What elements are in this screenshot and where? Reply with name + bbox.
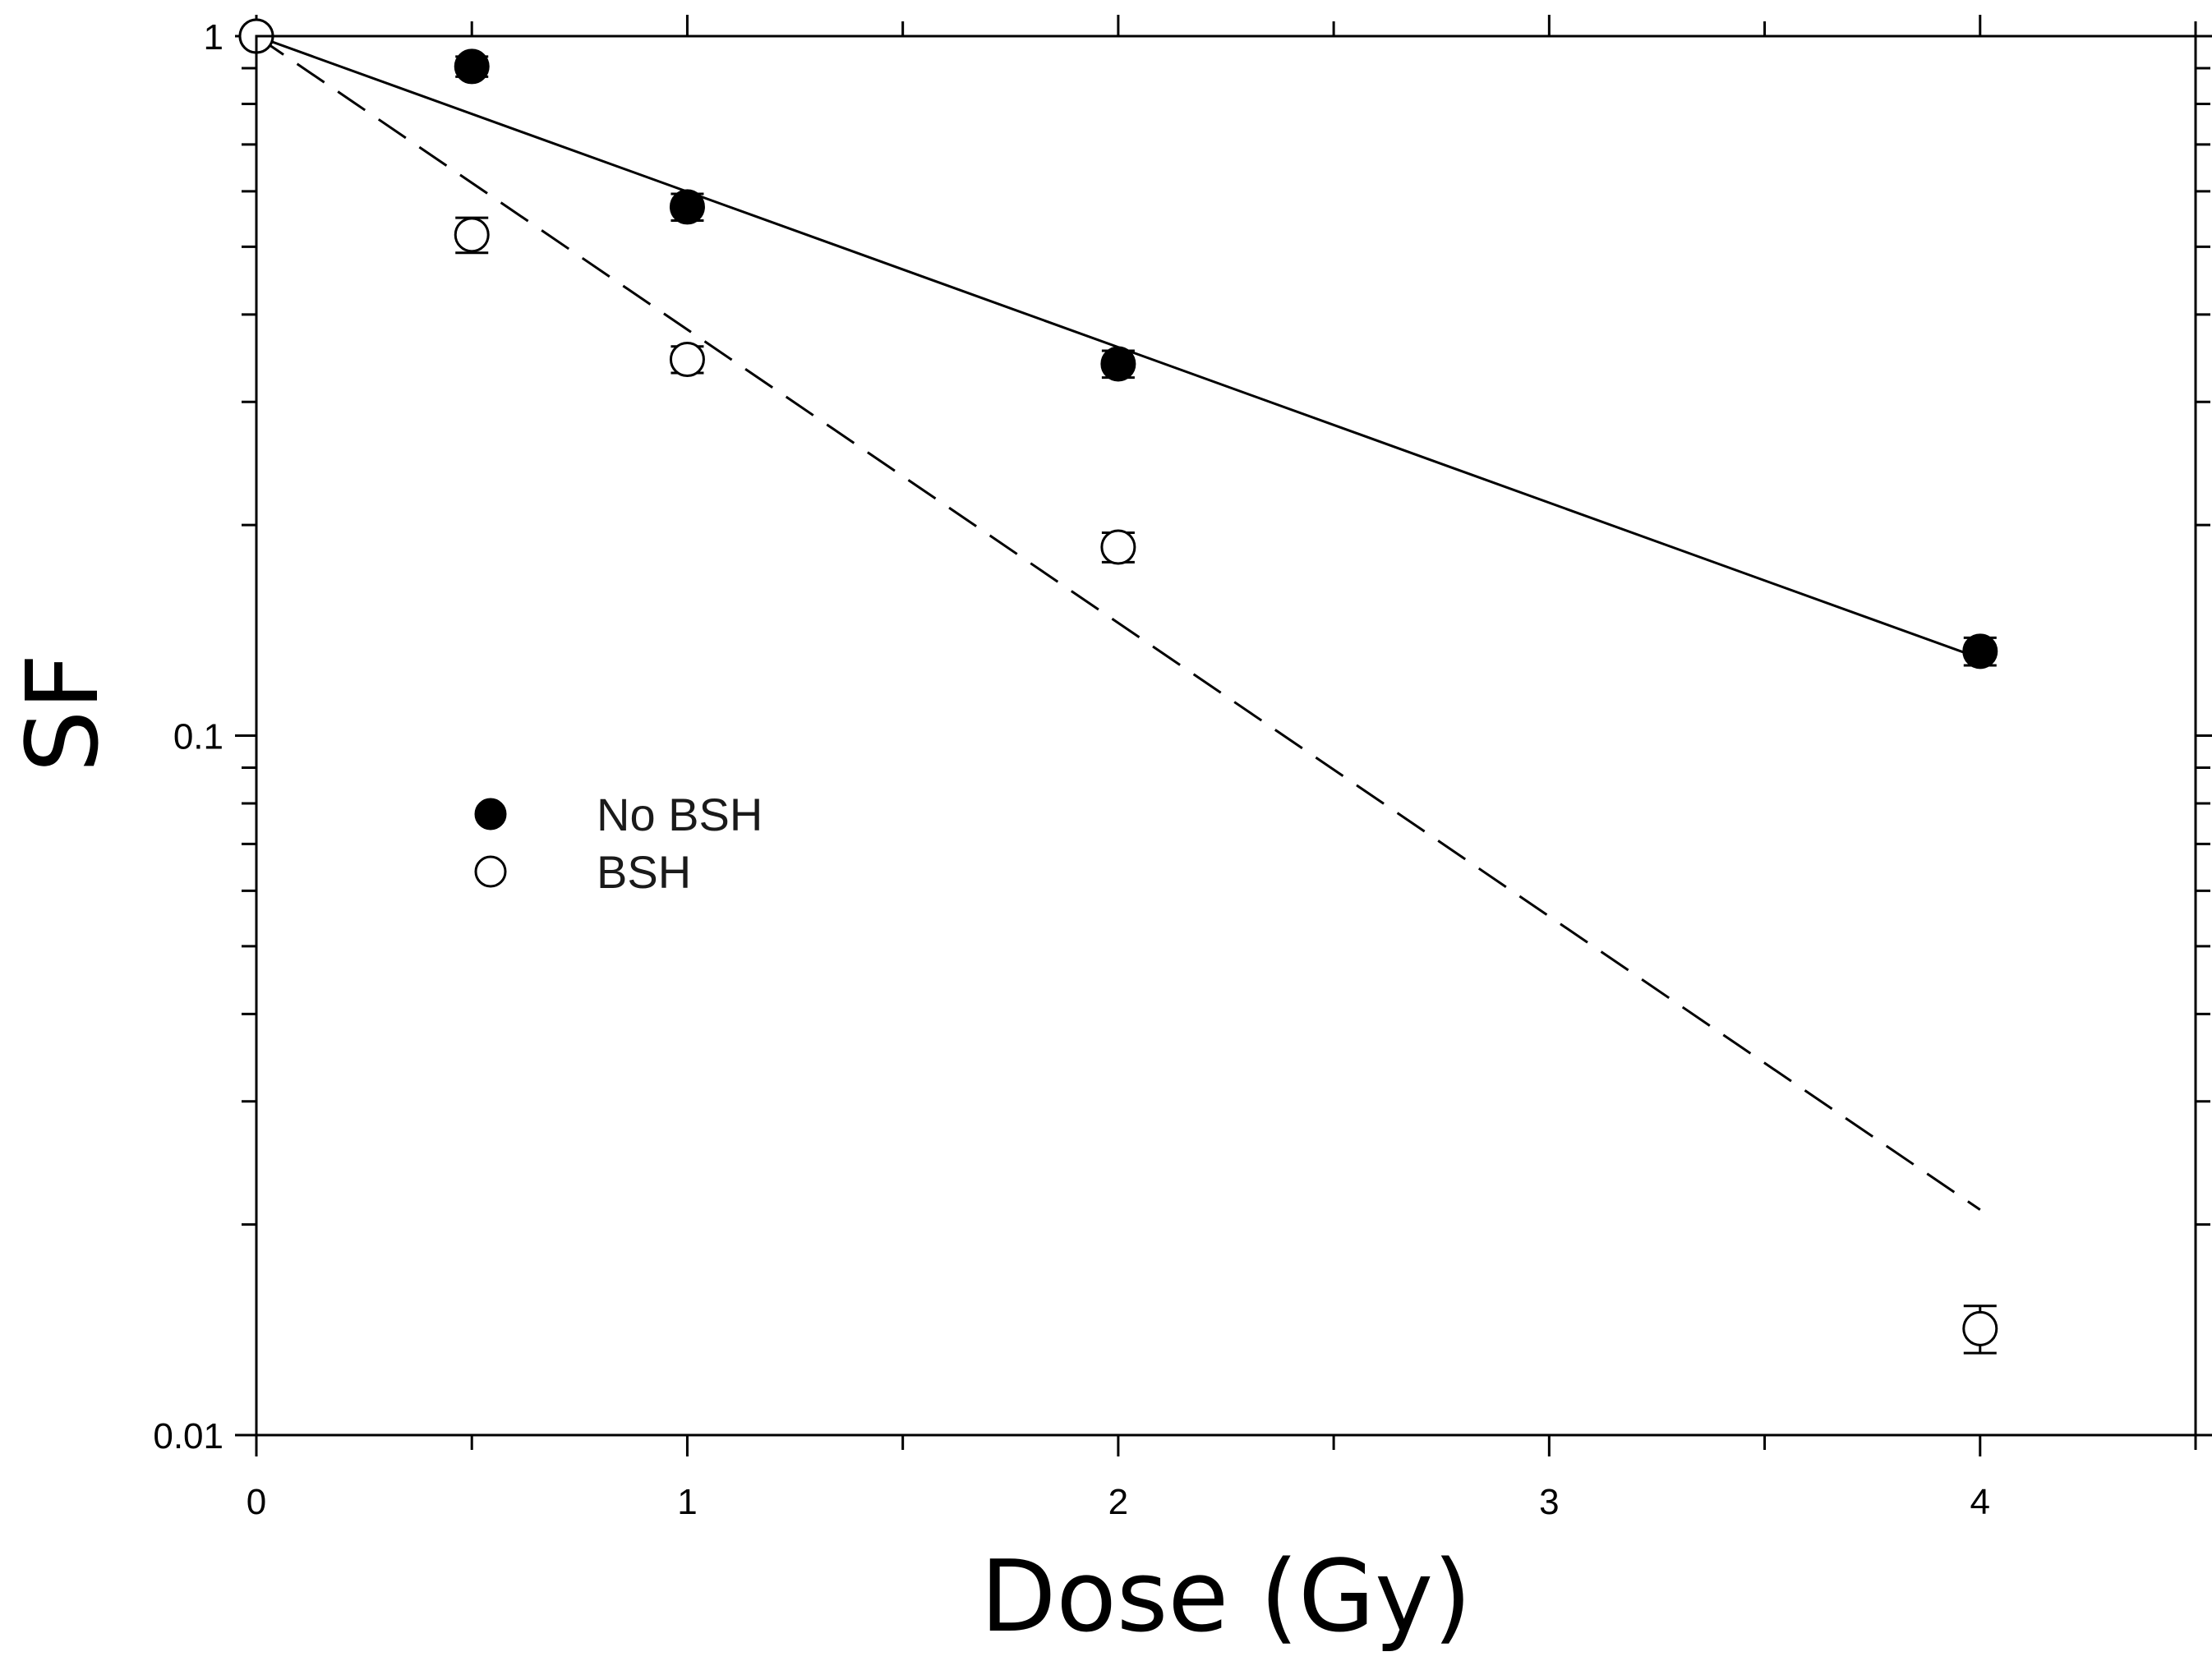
x-tick-label: 3 <box>1539 1482 1559 1522</box>
bsh-fit-line <box>256 35 1981 1211</box>
axis-ticks <box>235 15 2212 1456</box>
x-tick-label: 1 <box>677 1482 697 1522</box>
y-tick-label: 0.01 <box>153 1416 224 1456</box>
legend-label: No BSH <box>597 789 763 840</box>
bsh-point <box>1962 1310 1998 1346</box>
y-axis-title: SF <box>7 653 121 772</box>
y-tick-label: 1 <box>204 17 224 58</box>
bsh-point <box>669 342 705 378</box>
bsh-point <box>1100 529 1136 565</box>
legend: No BSH BSH <box>474 789 763 898</box>
y-tick-label: 0.1 <box>173 717 224 757</box>
plot-frame <box>255 35 2197 1437</box>
x-axis-title: Dose (Gy) <box>980 1540 1472 1654</box>
bsh-point <box>454 217 490 253</box>
x-tick-label: 0 <box>247 1482 266 1522</box>
x-tick-label: 2 <box>1108 1482 1128 1522</box>
no-bsh-point <box>1100 346 1136 382</box>
no-bsh-point <box>1962 633 1998 669</box>
no-bsh-point <box>669 189 705 225</box>
no-bsh-point <box>454 48 490 85</box>
tick-labels: 0 1 2 3 4 0.01 0.1 1 <box>153 17 1990 1522</box>
x-tick-label: 4 <box>1970 1482 1990 1522</box>
legend-marker-bsh <box>474 855 507 888</box>
legend-label: BSH <box>597 846 691 898</box>
legend-marker-no-bsh <box>474 798 507 830</box>
